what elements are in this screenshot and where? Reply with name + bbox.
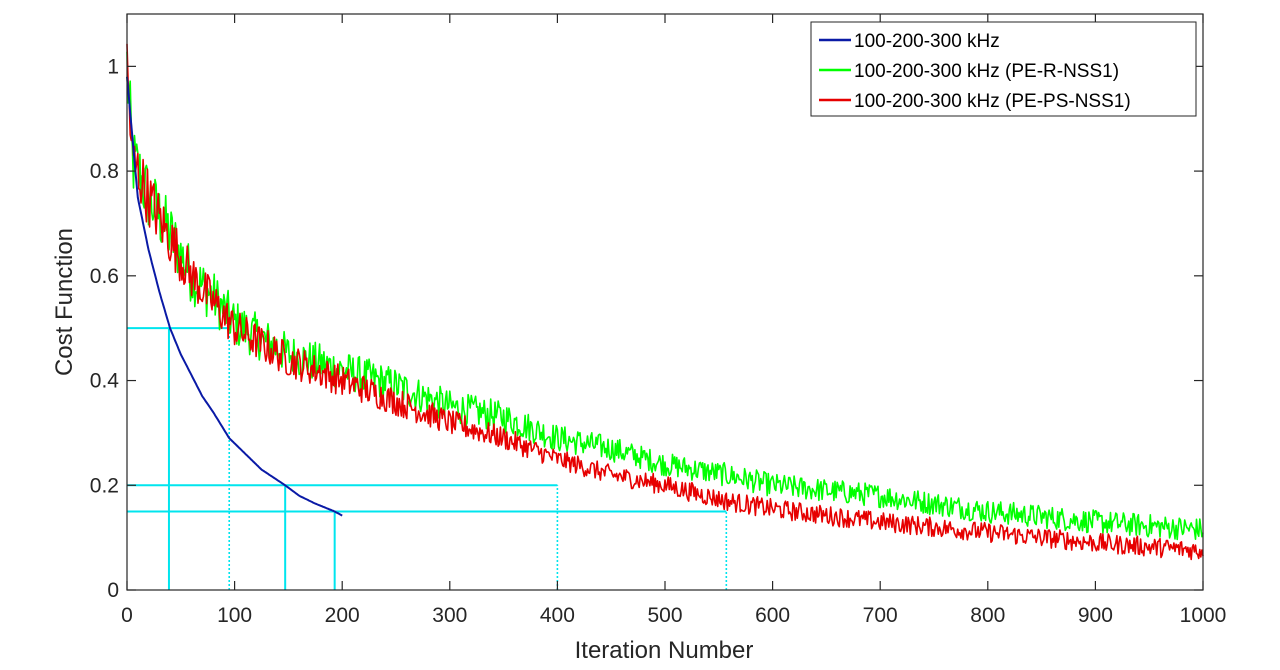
series-line-2 [126, 43, 1204, 561]
x-tick-label: 1000 [1180, 604, 1227, 627]
x-tick-label: 100 [217, 604, 252, 627]
x-axis-title: Iteration Number [575, 637, 754, 664]
x-tick-label: 300 [432, 604, 467, 627]
x-tick-label: 800 [970, 604, 1005, 627]
legend-label-0: 100-200-300 kHz [854, 31, 1000, 52]
series-line-0 [126, 76, 343, 517]
x-tick-label: 400 [540, 604, 575, 627]
y-axis-title: Cost Function [51, 228, 78, 376]
x-tick-label: 600 [755, 604, 790, 627]
axes: 0 100 200 300 400 500 600 700 800 900 1000 0 0.2 0.4 0… [90, 13, 1227, 627]
series-lines [126, 43, 1204, 561]
y-tick-label: 0.8 [90, 160, 119, 183]
x-tick-label: 500 [647, 604, 682, 627]
y-tick-label: 0.4 [90, 370, 120, 393]
y-tick-label: 1 [107, 55, 119, 78]
reference-lines [127, 327, 728, 590]
y-tick-label: 0.2 [90, 474, 119, 497]
x-tick-label: 0 [121, 604, 133, 627]
y-tick-label: 0.6 [90, 265, 119, 288]
y-tick-label: 0 [107, 579, 119, 602]
x-tick-label: 700 [863, 604, 898, 627]
legend-label-1: 100-200-300 kHz (PE-R-NSS1) [854, 61, 1119, 82]
x-tick-label: 200 [325, 604, 360, 627]
legend-label-2: 100-200-300 kHz (PE-PS-NSS1) [854, 91, 1131, 112]
x-tick-label: 900 [1078, 604, 1113, 627]
legend: 100-200-300 kHz 100-200-300 kHz (PE-R-NSS… [810, 21, 1197, 117]
legend-box [810, 21, 1197, 117]
